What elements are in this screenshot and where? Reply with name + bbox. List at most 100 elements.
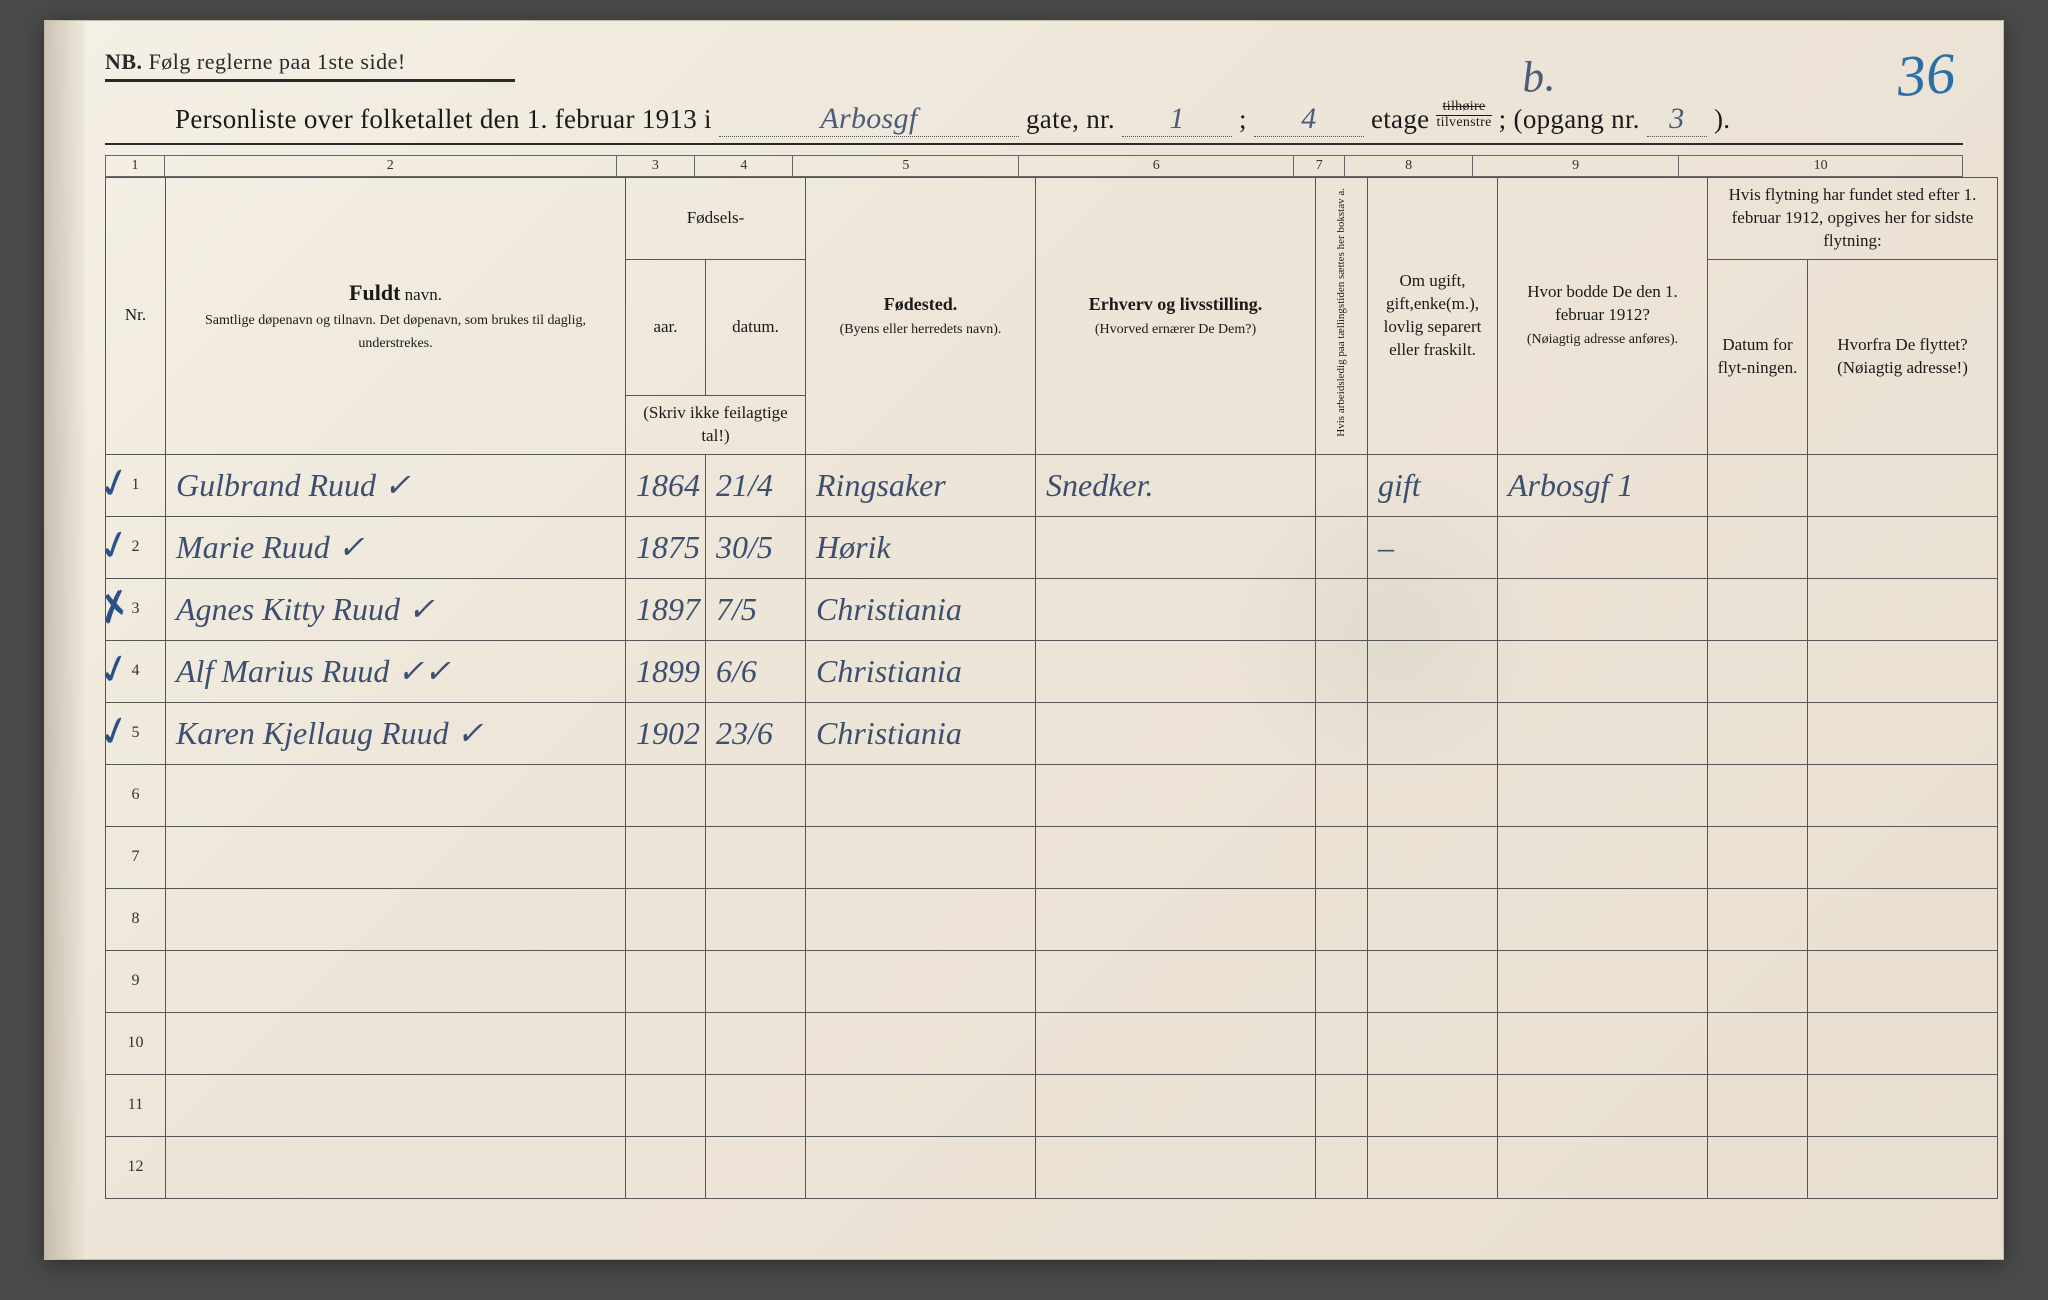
- colnum-2: 2: [164, 156, 616, 176]
- cell-year: [626, 1136, 706, 1198]
- cell-move-date: [1708, 1074, 1808, 1136]
- cell-col7: [1316, 1074, 1368, 1136]
- cell-name: Marie Ruud ✓: [166, 516, 626, 578]
- cell-move-date: [1708, 516, 1808, 578]
- h-name-sub: Samtlige døpenavn og tilnavn. Det døpena…: [205, 313, 586, 351]
- column-number-row: 1 2 3 4 5 6 7 8 9 10: [105, 155, 1963, 177]
- cell-marital: [1368, 764, 1498, 826]
- side-stacked: tilhøire tilvenstre: [1436, 100, 1491, 130]
- cell-prev-addr: [1498, 516, 1708, 578]
- cell-name: [166, 950, 626, 1012]
- cell-date: [706, 888, 806, 950]
- table-row: ✓1Gulbrand Ruud ✓186421/4RingsakerSnedke…: [106, 454, 1998, 516]
- cell-year: [626, 826, 706, 888]
- cell-birthplace: Christiania: [806, 578, 1036, 640]
- cell-marital: –: [1368, 516, 1498, 578]
- cell-occupation: [1036, 1074, 1316, 1136]
- side-top: tilhøire: [1436, 100, 1491, 116]
- check-mark-icon: ✓: [93, 519, 137, 572]
- check-mark-icon: ✓: [93, 705, 137, 758]
- cell-col7: [1316, 516, 1368, 578]
- table-row: 8: [106, 888, 1998, 950]
- cell-move-date: [1708, 764, 1808, 826]
- table-row: 10: [106, 1012, 1998, 1074]
- opgang-field: 3: [1647, 102, 1707, 137]
- etage-label: etage: [1371, 104, 1429, 134]
- cell-birthplace: Hørik: [806, 516, 1036, 578]
- semicolon: ;: [1239, 104, 1247, 134]
- cell-date: 21/4: [706, 454, 806, 516]
- cell-prev-addr: [1498, 1074, 1708, 1136]
- nb-label: NB.: [105, 49, 143, 74]
- cell-birthplace: [806, 826, 1036, 888]
- colnum-3: 3: [616, 156, 695, 176]
- cell-occupation: [1036, 640, 1316, 702]
- cell-nr: ✓2: [106, 516, 166, 578]
- cell-year: 1899: [626, 640, 706, 702]
- cell-prev-addr: [1498, 888, 1708, 950]
- cell-move-date: [1708, 454, 1808, 516]
- cell-move-date: [1708, 702, 1808, 764]
- h-marital: Om ugift, gift,enke(m.), lovlig separert…: [1368, 178, 1498, 455]
- table-body: ✓1Gulbrand Ruud ✓186421/4RingsakerSnedke…: [106, 454, 1998, 1198]
- cell-nr: ✗3: [106, 578, 166, 640]
- cell-col7: [1316, 640, 1368, 702]
- cell-move-date: [1708, 1136, 1808, 1198]
- cell-occupation: [1036, 826, 1316, 888]
- h-date: datum.: [706, 259, 806, 395]
- cell-col7: [1316, 702, 1368, 764]
- cell-date: 7/5: [706, 578, 806, 640]
- h-year-note: (Skriv ikke feilagtige tal!): [626, 395, 806, 454]
- cell-marital: [1368, 702, 1498, 764]
- cell-name: Agnes Kitty Ruud ✓: [166, 578, 626, 640]
- cell-move-from: [1808, 702, 1998, 764]
- gate-nr-field: 1: [1122, 102, 1232, 137]
- cell-prev-addr: [1498, 1012, 1708, 1074]
- colnum-8: 8: [1344, 156, 1472, 176]
- b-mark: b.: [1521, 50, 1557, 103]
- title-prefix: Personliste over folketallet den 1. febr…: [175, 104, 712, 134]
- cell-date: [706, 826, 806, 888]
- h-prev-sub: (Nøiagtig adresse anføres).: [1527, 332, 1678, 347]
- cell-nr: ✓1: [106, 454, 166, 516]
- cell-prev-addr: [1498, 702, 1708, 764]
- cell-date: 30/5: [706, 516, 806, 578]
- cell-name: [166, 1074, 626, 1136]
- cell-move-from: [1808, 1012, 1998, 1074]
- cell-name: Gulbrand Ruud ✓: [166, 454, 626, 516]
- cell-date: [706, 764, 806, 826]
- check-mark-icon: ✗: [93, 581, 137, 634]
- cell-move-date: [1708, 888, 1808, 950]
- h-nr: Nr.: [106, 178, 166, 455]
- table-row: ✗3Agnes Kitty Ruud ✓18977/5Christiania: [106, 578, 1998, 640]
- cell-move-from: [1808, 764, 1998, 826]
- h-move-date: Datum for flyt-ningen.: [1708, 259, 1808, 454]
- cell-name: [166, 764, 626, 826]
- nb-text: Følg reglerne paa 1ste side!: [149, 49, 406, 74]
- colnum-7: 7: [1293, 156, 1344, 176]
- cell-year: [626, 764, 706, 826]
- cell-date: [706, 950, 806, 1012]
- cell-occupation: [1036, 702, 1316, 764]
- cell-marital: [1368, 578, 1498, 640]
- cell-birthplace: Christiania: [806, 702, 1036, 764]
- cell-year: [626, 1074, 706, 1136]
- cell-year: [626, 888, 706, 950]
- h-name: Fuldt navn. Samtlige døpenavn og tilnavn…: [166, 178, 626, 455]
- cell-occupation: [1036, 1136, 1316, 1198]
- cell-year: 1897: [626, 578, 706, 640]
- cell-col7: [1316, 888, 1368, 950]
- cell-marital: [1368, 888, 1498, 950]
- cell-birthplace: [806, 1074, 1036, 1136]
- nb-underline: [105, 79, 515, 82]
- h-move-group: Hvis flytning har fundet sted efter 1. f…: [1708, 178, 1998, 260]
- cell-marital: [1368, 950, 1498, 1012]
- cell-move-from: [1808, 888, 1998, 950]
- table-row: 12: [106, 1136, 1998, 1198]
- census-table: Nr. Fuldt navn. Samtlige døpenavn og til…: [105, 177, 1998, 1199]
- cell-nr: ✓5: [106, 702, 166, 764]
- cell-col7: [1316, 764, 1368, 826]
- cell-date: [706, 1012, 806, 1074]
- table-row: 7: [106, 826, 1998, 888]
- colnum-4: 4: [694, 156, 792, 176]
